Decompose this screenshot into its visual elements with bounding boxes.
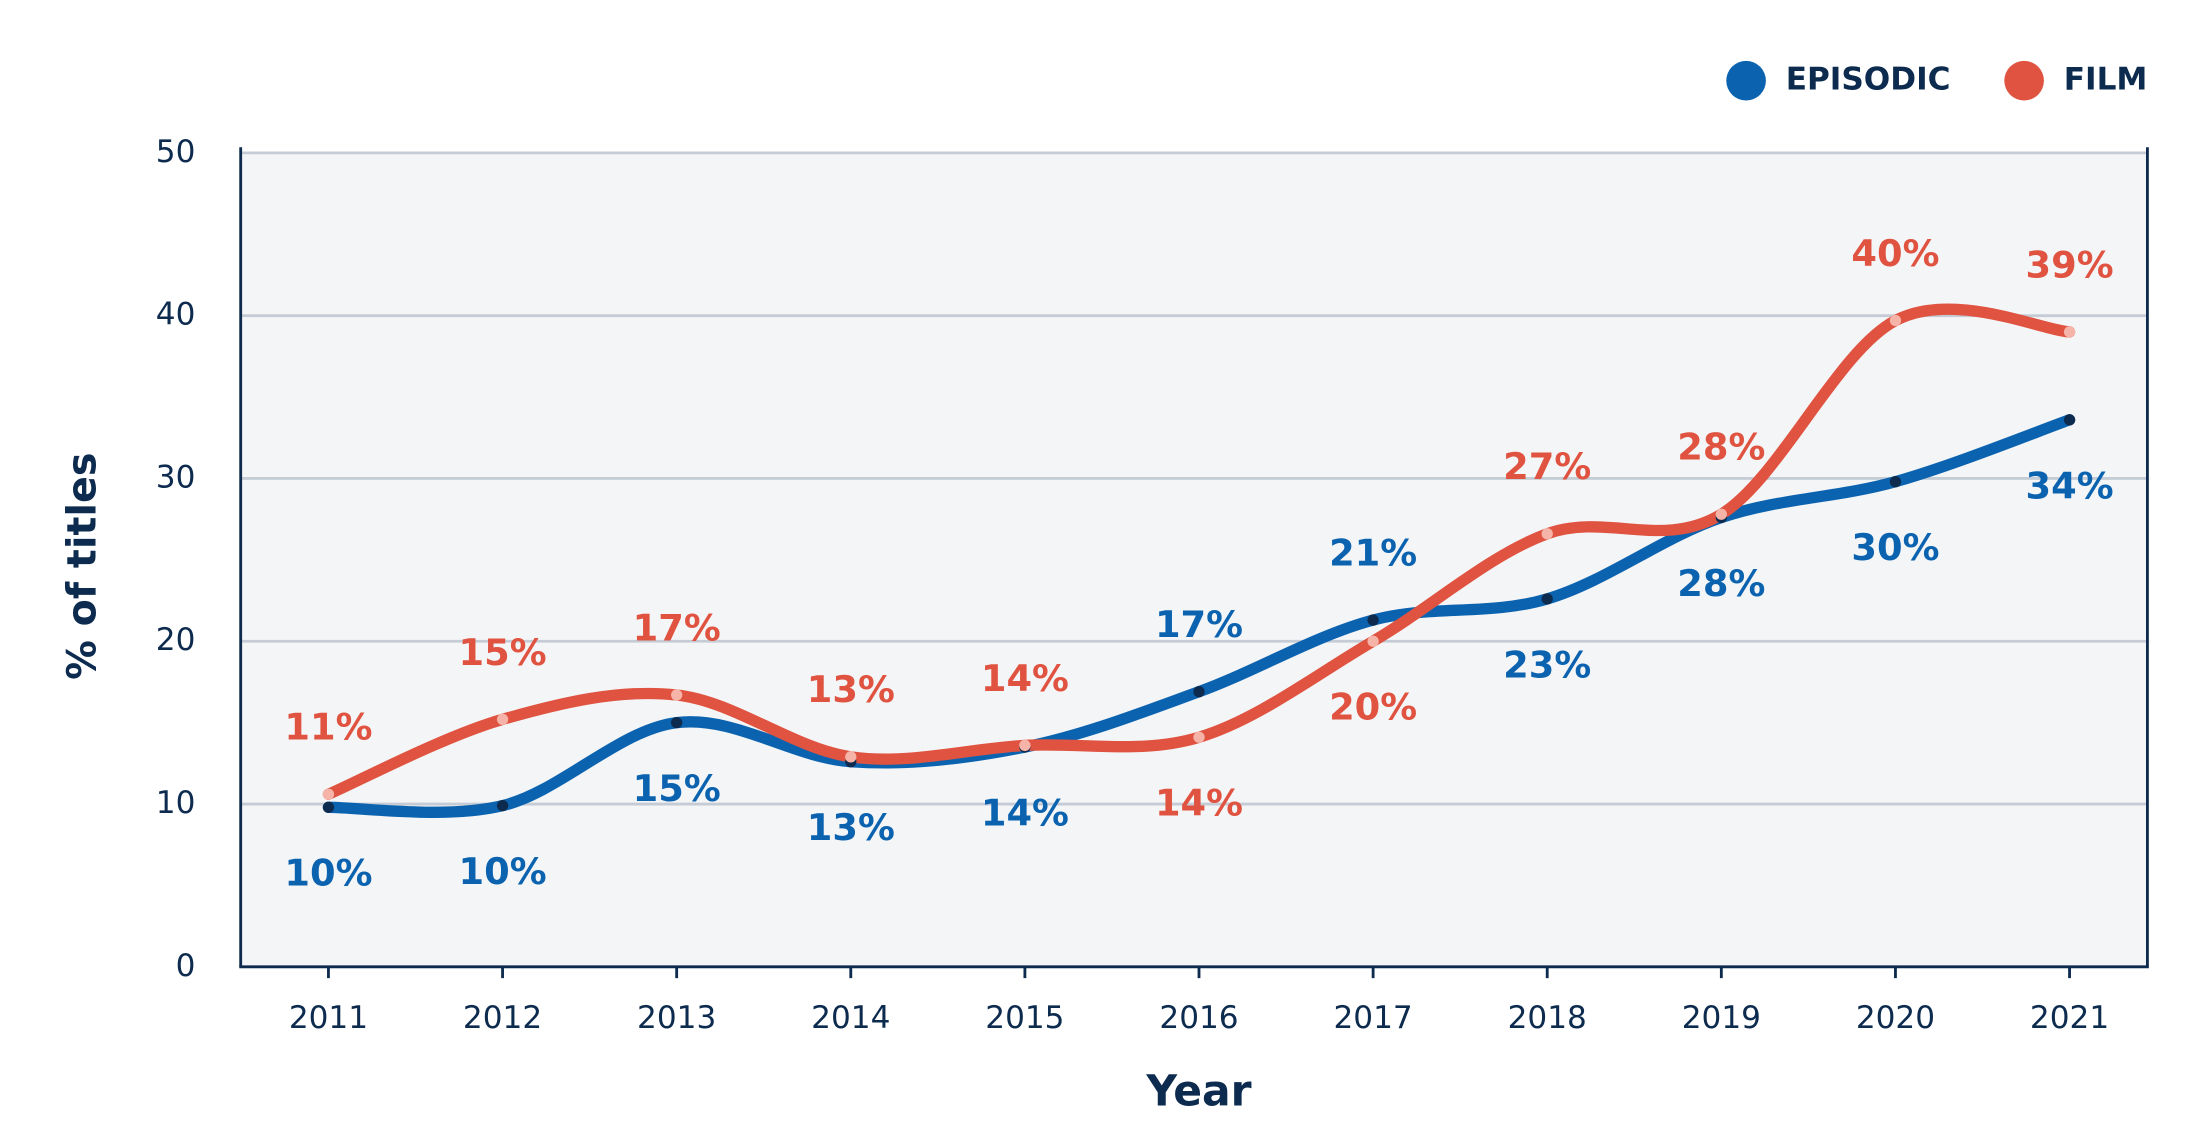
y-tick-label: 20: [156, 622, 196, 658]
data-label: 14%: [1155, 782, 1243, 825]
y-tick-label: 0: [176, 948, 196, 984]
x-tick-label: 2017: [1334, 1000, 1413, 1036]
x-tick-label: 2018: [1508, 1000, 1587, 1036]
x-tick-label: 2014: [811, 1000, 890, 1036]
data-label: 28%: [1677, 562, 1765, 605]
data-label: 30%: [1851, 526, 1939, 569]
data-label: 15%: [459, 631, 547, 674]
data-label: 13%: [807, 668, 895, 711]
data-point: [2063, 414, 2076, 426]
data-point: [1193, 686, 1205, 698]
data-point: [2063, 326, 2076, 338]
data-label: 10%: [284, 852, 372, 895]
data-point: [671, 716, 683, 729]
y-tick-label: 10: [156, 785, 196, 821]
data-label: 28%: [1677, 426, 1765, 469]
data-label: 40%: [1851, 232, 1939, 275]
legend-marker: [2004, 60, 2044, 101]
data-point: [496, 713, 509, 726]
data-label: 13%: [807, 806, 895, 849]
data-label: 14%: [981, 657, 1069, 700]
y-tick-label: 30: [156, 459, 196, 495]
x-tick-label: 2013: [637, 1000, 716, 1036]
data-label: 21%: [1329, 531, 1417, 574]
data-label: 23%: [1503, 643, 1591, 686]
x-axis-title: Year: [1145, 1068, 1251, 1117]
x-tick-label: 2019: [1682, 1000, 1761, 1036]
data-label: 27%: [1503, 445, 1591, 488]
x-tick-label: 2021: [2030, 1000, 2109, 1036]
x-tick-label: 2020: [1856, 1000, 1935, 1036]
data-point: [1367, 614, 1379, 626]
legend-label: FILM: [2064, 62, 2148, 98]
y-tick-label: 40: [156, 297, 196, 333]
plot-area: [240, 152, 2148, 967]
data-point: [496, 799, 509, 812]
series-line: [322, 303, 2076, 800]
x-tick-label: 2012: [463, 1000, 542, 1036]
data-point: [1889, 476, 1902, 488]
data-point: [671, 689, 683, 701]
y-axis-title: % of titles: [59, 453, 105, 680]
data-point: [1541, 528, 1553, 540]
data-label: 34%: [2026, 464, 2114, 507]
y-tick-label: 50: [156, 134, 196, 170]
data-label: 39%: [2026, 243, 2114, 286]
x-tick-label: 2015: [985, 1000, 1064, 1036]
legend-marker: [1726, 60, 1766, 101]
data-label: 10%: [459, 850, 547, 893]
data-point: [322, 788, 335, 800]
data-point: [1889, 314, 1902, 327]
x-tick-label: 2011: [289, 1000, 368, 1036]
data-point: [845, 751, 857, 763]
data-label: 17%: [633, 606, 721, 649]
data-point: [1367, 635, 1379, 647]
data-point: [1019, 739, 1031, 752]
data-point: [322, 801, 335, 813]
x-tick-label: 2016: [1159, 1000, 1238, 1036]
data-point: [1715, 508, 1727, 520]
legend-label: EPISODIC: [1786, 62, 1951, 98]
data-point: [1193, 731, 1205, 743]
data-label: 17%: [1155, 603, 1243, 646]
data-point: [1541, 593, 1553, 605]
data-label: 20%: [1329, 686, 1417, 729]
data-label: 14%: [981, 791, 1069, 834]
data-label: 11%: [284, 706, 372, 749]
data-label: 15%: [633, 767, 721, 810]
